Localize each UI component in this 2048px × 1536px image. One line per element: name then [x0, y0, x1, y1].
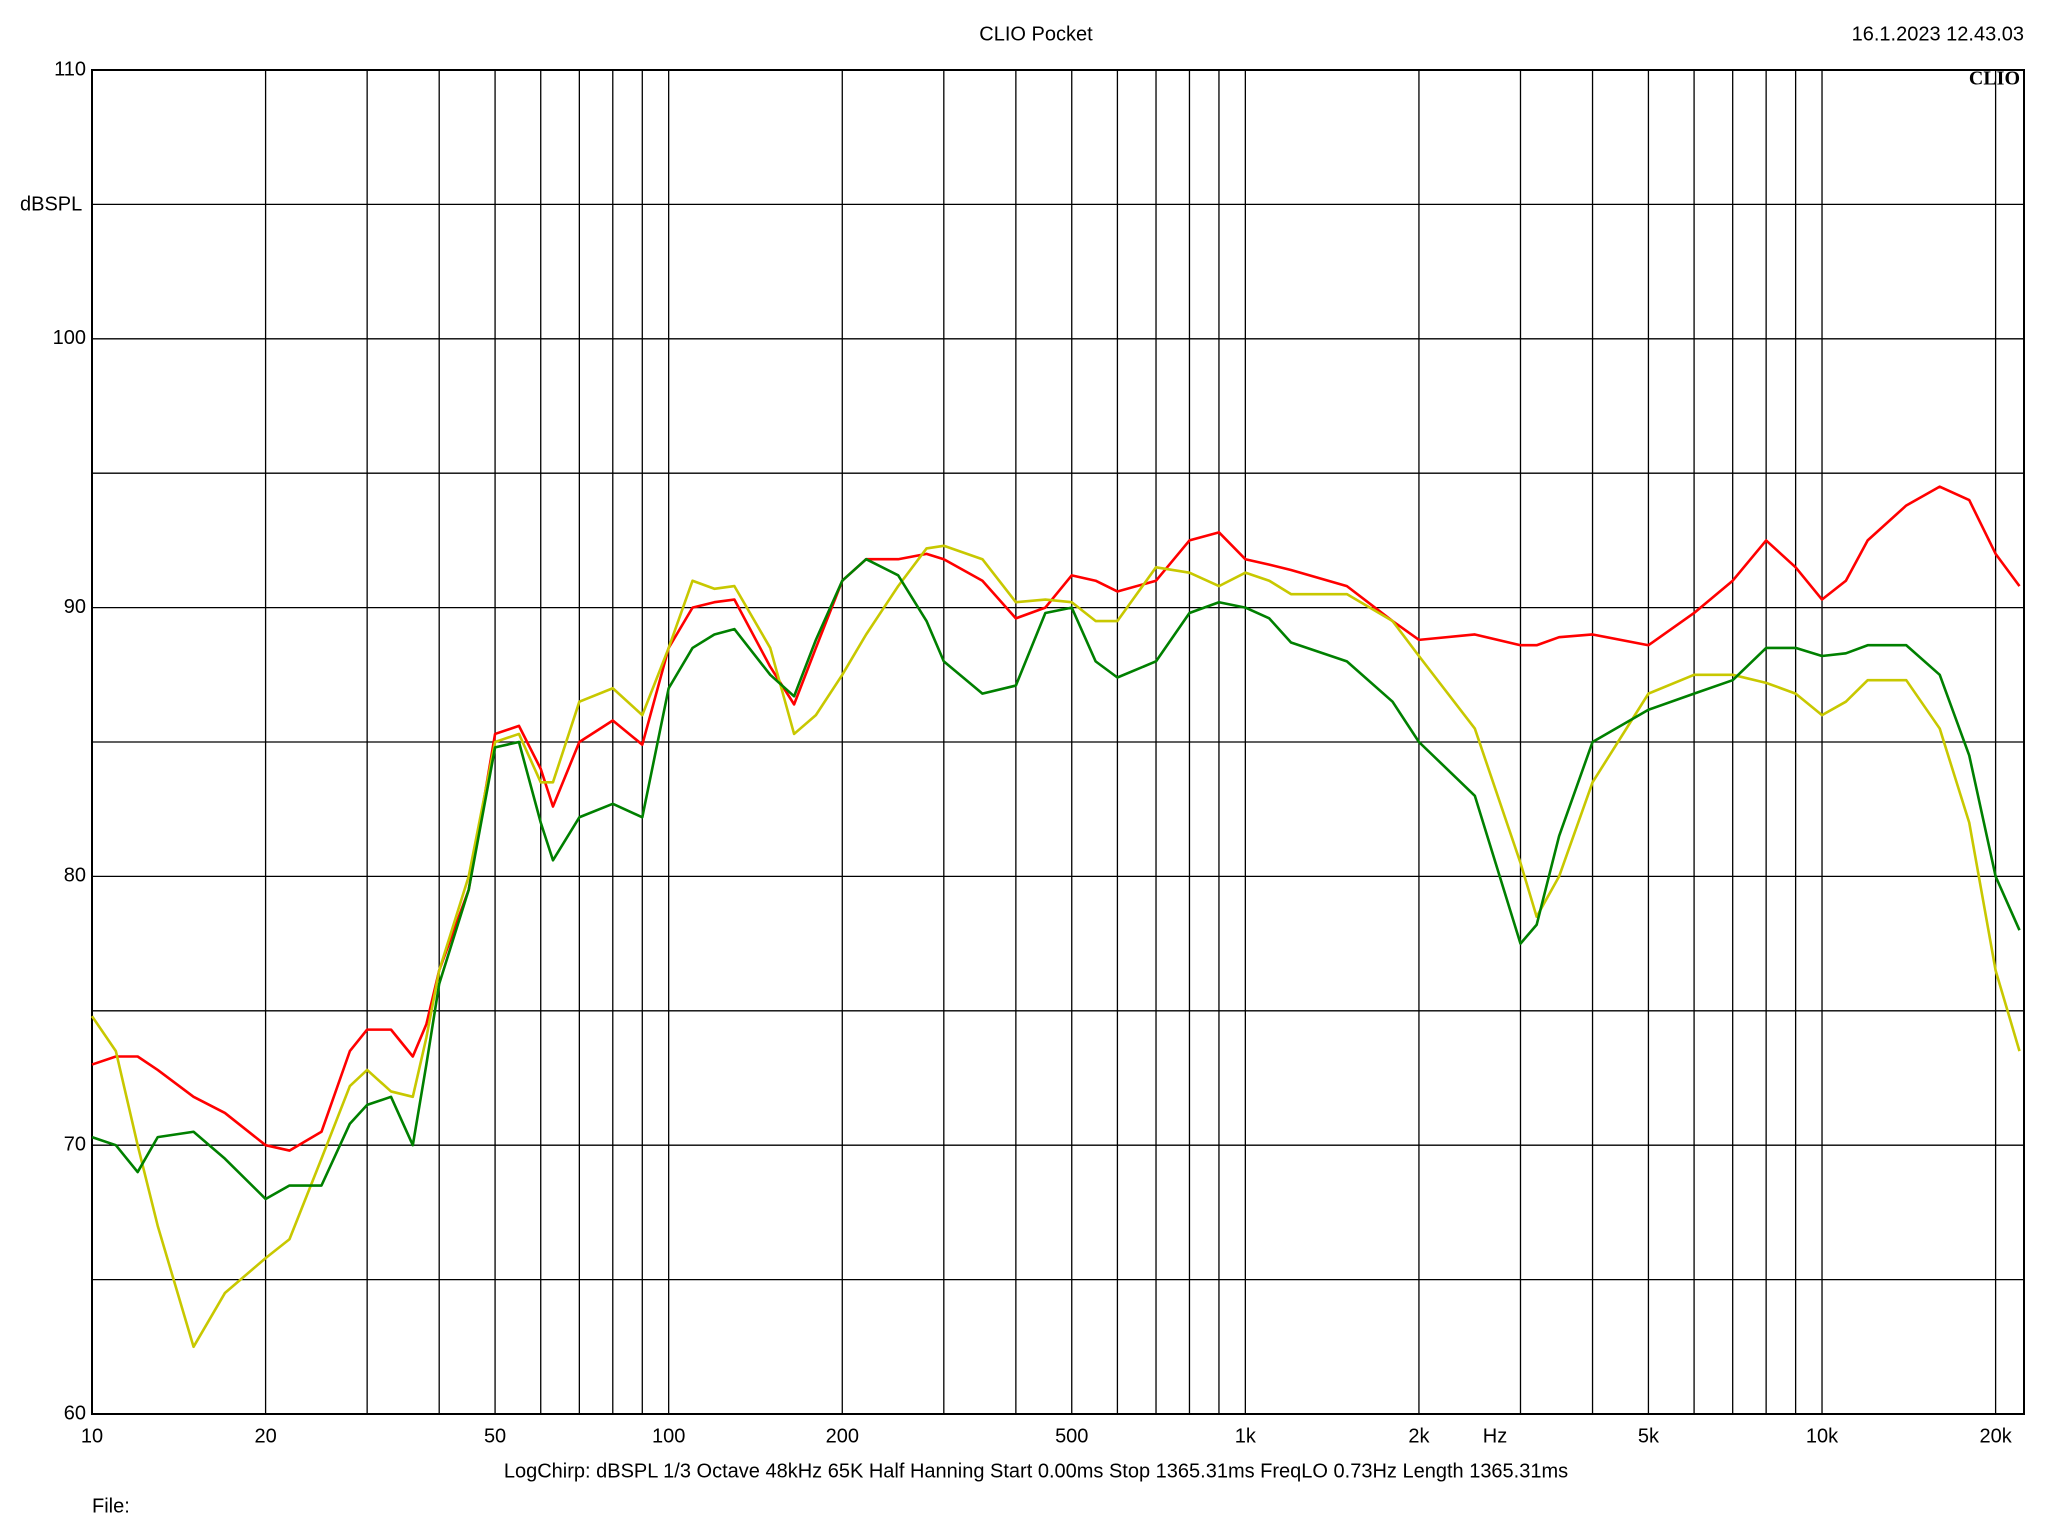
series-line [91, 557, 2021, 1201]
logo: CLIO [1969, 68, 2020, 90]
y-tick-label: 60 [64, 1402, 86, 1424]
y-tick-label: 80 [64, 865, 86, 887]
x-tick-label: 2k [1408, 1425, 1430, 1447]
x-tick-label: 20k [1979, 1425, 2012, 1447]
x-tick-label: 500 [1055, 1425, 1088, 1447]
timestamp: 16.1.2023 12.43.03 [1852, 23, 2024, 45]
x-tick-label: 100 [652, 1425, 685, 1447]
y-tick-label: 70 [64, 1133, 86, 1155]
y-tick-label: 110 [54, 58, 86, 80]
x-axis-label: Hz [1483, 1425, 1507, 1447]
x-tick-label: 50 [484, 1425, 506, 1447]
x-tick-label: 200 [826, 1425, 859, 1447]
x-tick-label: 10 [81, 1425, 103, 1447]
x-tick-label: 5k [1638, 1425, 1660, 1447]
grid [91, 69, 2024, 1415]
series-line [90, 544, 2021, 1349]
file-label: File: [92, 1495, 130, 1517]
footer: LogChirp: dBSPL 1/3 Octave 48kHz 65K Hal… [504, 1460, 1568, 1482]
y-tick-label: 90 [64, 596, 86, 618]
y-axis-label: dBSPL [20, 193, 82, 215]
y-tick-label: 100 [53, 327, 86, 349]
plot-frame [91, 69, 2025, 1415]
x-tick-label: 10k [1806, 1425, 1839, 1447]
x-tick-label: 20 [254, 1425, 276, 1447]
chart-title: CLIO Pocket [979, 23, 1093, 45]
x-tick-label: 1k [1235, 1425, 1257, 1447]
series-line [91, 485, 2021, 1152]
